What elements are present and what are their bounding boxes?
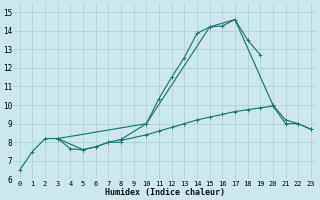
- X-axis label: Humidex (Indice chaleur): Humidex (Indice chaleur): [105, 188, 225, 197]
